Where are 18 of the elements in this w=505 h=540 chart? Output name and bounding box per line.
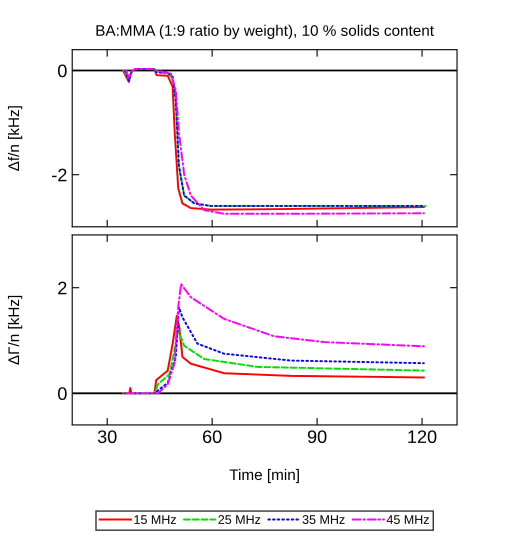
line-series [125, 283, 425, 394]
chart-title: BA:MMA (1:9 ratio by weight), 10 % solids content [96, 24, 434, 39]
x-tick-label: 90 [308, 430, 326, 444]
x-axis-title: Time [min] [230, 468, 299, 484]
legend-label: 15 MHz [134, 515, 176, 524]
y-tick-label: 0 [58, 64, 67, 78]
y-axis-title: Δf/n [kHz] [8, 106, 22, 171]
line-series [123, 329, 425, 394]
y-tick-label: 0 [58, 387, 67, 400]
x-tick-label: 120 [408, 430, 436, 444]
y-tick-label: -2 [52, 168, 66, 182]
x-tick-label: 60 [203, 430, 222, 444]
legend-label: 25 MHz [218, 515, 260, 524]
x-tick-label: 30 [98, 430, 117, 444]
legend-label: 35 MHz [302, 515, 345, 524]
legend-label: 45 MHz [386, 515, 429, 524]
y-tick-label: 2 [58, 282, 66, 294]
y-axis-title: ΔΓ/n [kHz] [8, 296, 22, 365]
